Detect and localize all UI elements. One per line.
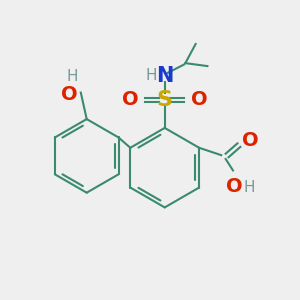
Text: O: O [226, 177, 243, 196]
Text: N: N [156, 66, 173, 86]
Text: O: O [242, 131, 259, 150]
Text: O: O [61, 85, 78, 104]
Text: H: H [243, 180, 255, 195]
Text: H: H [66, 69, 78, 84]
Text: H: H [146, 68, 158, 83]
Text: O: O [122, 90, 138, 110]
Text: S: S [157, 90, 173, 110]
Text: O: O [191, 90, 208, 110]
